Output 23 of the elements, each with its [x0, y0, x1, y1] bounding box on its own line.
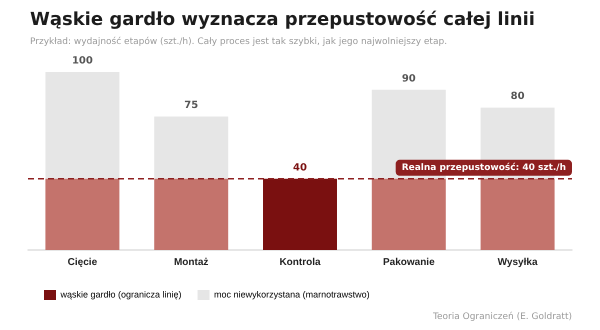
bar: [480, 178, 555, 250]
x-tick-label: Wysyłka: [498, 256, 538, 268]
total-label: 75: [184, 100, 198, 112]
x-tick-label: Cięcie: [68, 256, 98, 268]
chart-title: Wąskie gardło wyznacza przepustowość całej linii: [30, 9, 535, 30]
total-label: 80: [510, 91, 525, 102]
x-tick-label: Pakowanie: [382, 256, 436, 268]
total-label: 40: [293, 162, 307, 174]
bar: [45, 72, 120, 179]
bar: [154, 178, 228, 250]
ref-line-label: Realna przepustowość: 40 szt./h: [402, 162, 566, 174]
legend-label: wąskie gardło (ogranicza linię): [60, 289, 182, 300]
x-tick-label: Montaż: [174, 256, 208, 268]
bar: [154, 116, 228, 179]
chart-subtitle: Przykład: wydajność etapów (szt./h). Cały proces jest tak szybki, jak jego najwolniejszy etap.: [30, 37, 448, 47]
bar: [372, 178, 446, 250]
total-label: 90: [402, 73, 416, 84]
bar: [45, 178, 120, 250]
total-label: 100: [72, 56, 93, 67]
x-tick-label: Kontrola: [279, 256, 321, 268]
bar: [263, 178, 337, 250]
legend-label: moc niewykorzystana (marnotrawstwo): [214, 289, 370, 300]
text: Teoria Ograniczeń (E. Goldratt): [433, 312, 572, 322]
